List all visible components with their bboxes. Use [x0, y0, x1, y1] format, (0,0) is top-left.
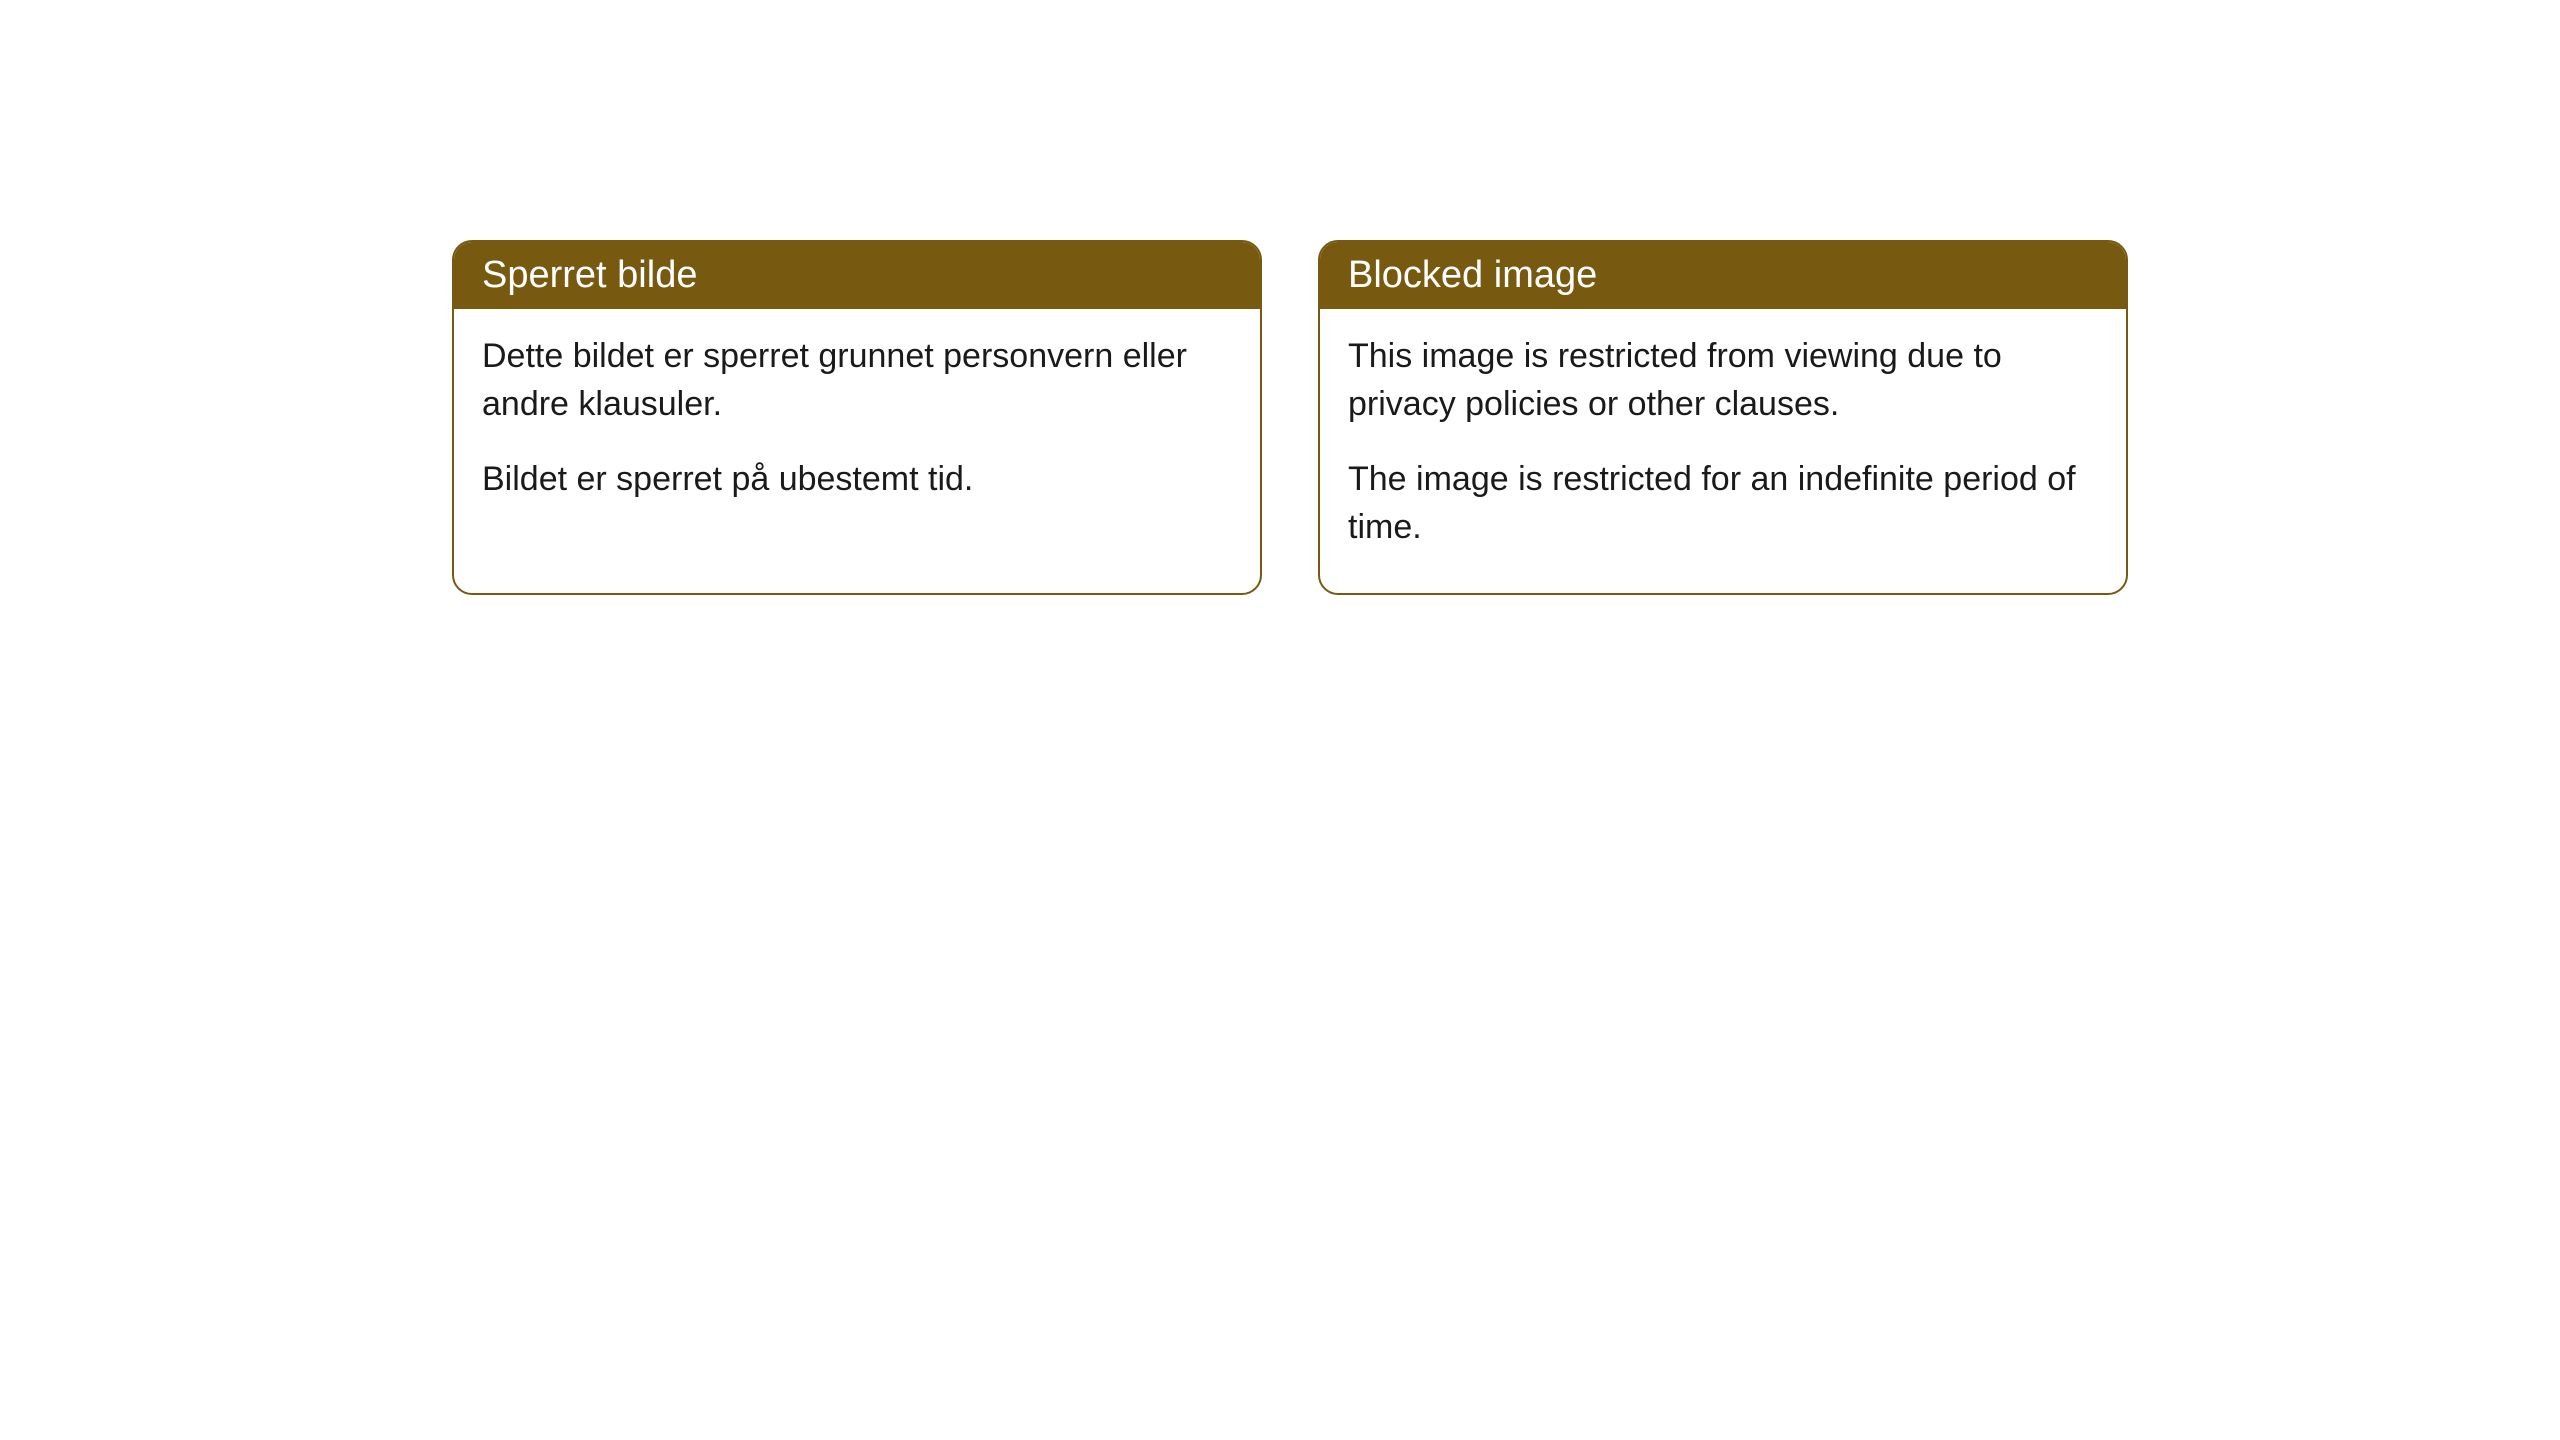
- card-paragraph: Bildet er sperret på ubestemt tid.: [482, 456, 1232, 504]
- card-header-norwegian: Sperret bilde: [454, 242, 1260, 309]
- card-title: Sperret bilde: [482, 254, 697, 296]
- blocked-image-card-norwegian: Sperret bilde Dette bildet er sperret gr…: [452, 240, 1262, 595]
- card-paragraph: Dette bildet er sperret grunnet personve…: [482, 333, 1232, 428]
- card-title: Blocked image: [1348, 254, 1597, 296]
- card-paragraph: This image is restricted from viewing du…: [1348, 333, 2098, 428]
- card-body-english: This image is restricted from viewing du…: [1320, 309, 2126, 593]
- blocked-image-card-english: Blocked image This image is restricted f…: [1318, 240, 2128, 595]
- card-paragraph: The image is restricted for an indefinit…: [1348, 456, 2098, 551]
- notice-cards-container: Sperret bilde Dette bildet er sperret gr…: [0, 0, 2560, 595]
- card-header-english: Blocked image: [1320, 242, 2126, 309]
- card-body-norwegian: Dette bildet er sperret grunnet personve…: [454, 309, 1260, 546]
